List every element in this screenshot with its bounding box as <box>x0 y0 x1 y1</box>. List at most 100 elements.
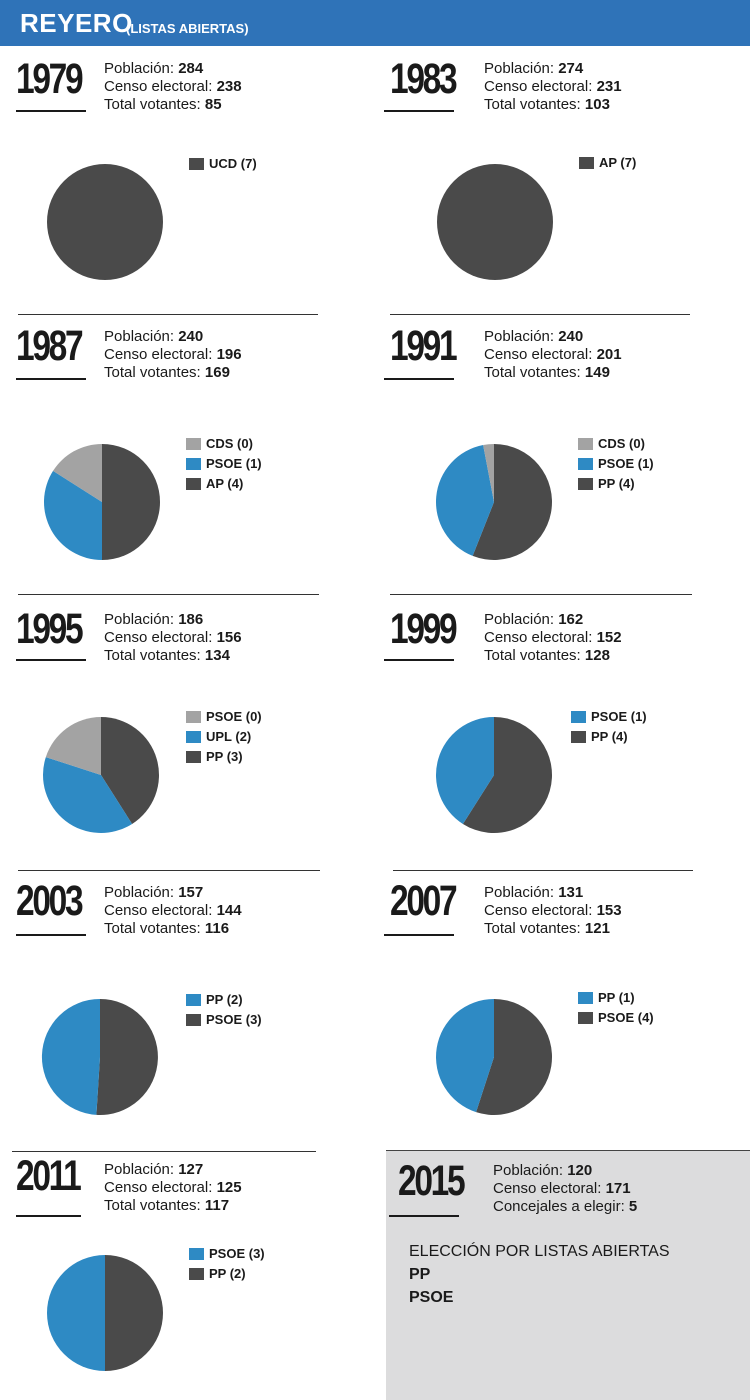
legend-label: PSOE (4) <box>598 1010 654 1025</box>
stat-value: 103 <box>584 96 610 113</box>
stat-value: 169 <box>204 364 230 381</box>
year-label: 1979 <box>16 55 84 103</box>
stat-poblacion: Población: 127 <box>104 1161 242 1179</box>
pie-slice-0 <box>101 717 160 824</box>
stat-value: 116 <box>204 920 230 937</box>
stat-votantes: Total votantes: 116 <box>104 920 242 938</box>
stat-label: Total votantes: <box>104 647 205 664</box>
stat-label: Censo electoral: <box>484 902 597 919</box>
pie-slice-0 <box>472 444 552 560</box>
stat-label: Censo electoral: <box>484 629 597 646</box>
stat-poblacion: Población: 131 <box>484 884 622 902</box>
year-underline <box>16 378 86 380</box>
stats-block: Población: 284 Censo electoral: 238 Total … <box>104 60 242 114</box>
page-header: REYERO (LISTAS ABIERTAS) <box>0 0 750 46</box>
legend-label: PSOE (1) <box>598 456 654 471</box>
year-underline <box>389 1215 459 1217</box>
legend-swatch <box>186 711 201 723</box>
pie-slice-0 <box>476 999 553 1115</box>
stat-label: Población: <box>484 328 559 345</box>
legend-label: CDS (0) <box>206 436 253 451</box>
stat-label: Población: <box>104 60 179 77</box>
stat-value: 131 <box>558 884 584 901</box>
legend-swatch <box>186 478 201 490</box>
stat-label: Total votantes: <box>484 364 585 381</box>
stat-label: Censo electoral: <box>104 346 217 363</box>
stat-censo: Censo electoral: 152 <box>484 629 622 647</box>
pie-slice-1 <box>43 470 102 560</box>
stat-poblacion: Población: 186 <box>104 611 242 629</box>
stat-censo: Censo electoral: 201 <box>484 346 622 364</box>
pie-svg <box>435 717 552 833</box>
stat-label: Total votantes: <box>104 96 205 113</box>
stat-censo: Censo electoral: 196 <box>104 346 242 364</box>
censo-value: 171 <box>605 1180 631 1197</box>
header-subtitle: (LISTAS ABIERTAS) <box>126 21 249 36</box>
stat-censo: Censo electoral: 238 <box>104 78 242 96</box>
stat-label: Población: <box>104 328 179 345</box>
stat-poblacion: Población: 284 <box>104 60 242 78</box>
stat-poblacion: Población: 240 <box>104 328 242 346</box>
pie-slice-1 <box>43 757 133 833</box>
pie-svg <box>43 444 160 560</box>
legend-swatch <box>189 1248 204 1260</box>
legend-swatch <box>186 731 201 743</box>
section-divider <box>12 1151 316 1152</box>
legend-label: CDS (0) <box>598 436 645 451</box>
legend-label: PP (4) <box>598 476 635 491</box>
pie-svg <box>436 999 553 1115</box>
legend-swatch <box>571 711 586 723</box>
stats-block: Población: 274 Censo electoral: 231 Total … <box>484 60 622 114</box>
stat-censo: Censo electoral: 153 <box>484 902 622 920</box>
stat-censo: Censo electoral: 144 <box>104 902 242 920</box>
pie-slice-2 <box>483 444 494 502</box>
section-divider <box>393 870 693 871</box>
stat-poblacion: Población: 274 <box>484 60 622 78</box>
section-divider <box>18 594 319 595</box>
year-underline <box>16 934 86 936</box>
stat-value: 127 <box>178 1161 204 1178</box>
legend-label: PP (4) <box>591 729 628 744</box>
pie-slice-2 <box>45 717 101 775</box>
pie-svg <box>43 717 160 833</box>
year-underline <box>384 378 454 380</box>
legend-label: PP (1) <box>598 990 635 1005</box>
legend-label: UPL (2) <box>206 729 252 744</box>
stat-poblacion: Población: 240 <box>484 328 622 346</box>
year-underline <box>384 659 454 661</box>
year-label: 1991 <box>390 322 458 370</box>
pie-slice-2 <box>53 444 102 502</box>
stat-value: 152 <box>596 629 622 646</box>
stat-value: 128 <box>584 647 610 664</box>
concejales-label: Concejales a elegir: <box>493 1198 629 1215</box>
stat-label: Censo electoral: <box>104 1179 217 1196</box>
stat-value: 231 <box>596 78 622 95</box>
stat-value: 144 <box>216 902 242 919</box>
stats-block: Población: 157 Censo electoral: 144 Total … <box>104 884 242 938</box>
stat-value: 162 <box>558 611 584 628</box>
stat-value: 117 <box>204 1197 230 1214</box>
legend-swatch <box>189 1268 204 1280</box>
stat-value: 121 <box>584 920 610 937</box>
stat-votantes: Total votantes: 103 <box>484 96 622 114</box>
year-label: 1983 <box>390 55 458 103</box>
legend-swatch <box>186 1014 201 1026</box>
section-divider <box>390 314 690 315</box>
stat-label: Censo electoral: <box>104 902 217 919</box>
legend-swatch <box>186 751 201 763</box>
stat-label: Total votantes: <box>484 647 585 664</box>
stat-value: 274 <box>558 60 584 77</box>
legend-label: PSOE (3) <box>209 1246 265 1261</box>
stat-label: Población: <box>104 884 179 901</box>
year-label: 1995 <box>16 605 84 653</box>
legend-label: PP (2) <box>206 992 243 1007</box>
stats-block: Población: 127 Censo electoral: 125 Total … <box>104 1161 242 1215</box>
legend-label: UCD (7) <box>209 156 257 171</box>
year-label: 2007 <box>390 877 458 925</box>
legend-swatch <box>578 992 593 1004</box>
stat-value: 134 <box>204 647 230 664</box>
pie-svg <box>435 444 552 560</box>
stat-label: Censo electoral: <box>484 78 597 95</box>
stat-value: 149 <box>584 364 610 381</box>
panel-top-line <box>386 1150 750 1151</box>
